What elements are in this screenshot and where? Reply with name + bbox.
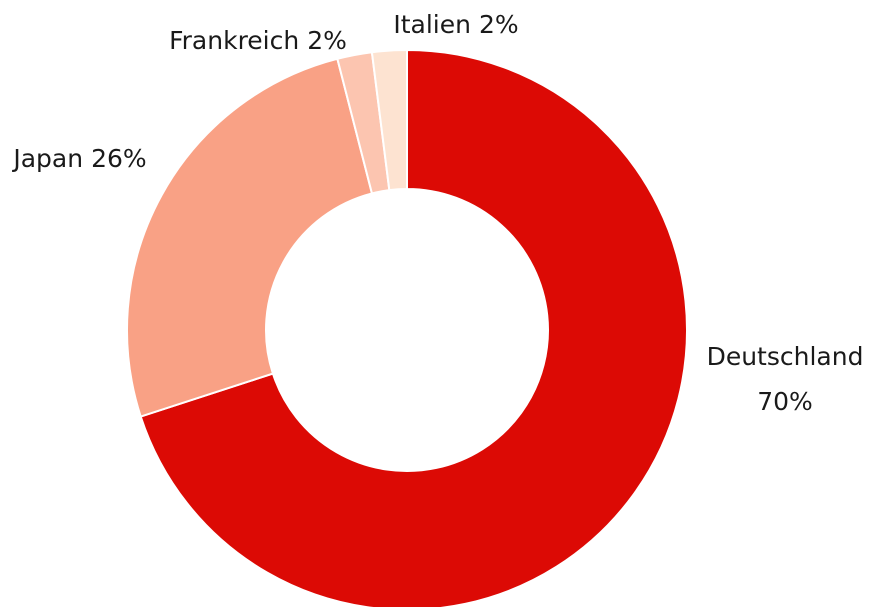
donut-slice — [370, 48, 408, 192]
donut-slice — [139, 48, 688, 607]
slice-value: 2% — [479, 10, 519, 39]
slice-category: Japan — [11, 144, 83, 173]
slice-value: 26% — [91, 144, 147, 173]
slice-category: Deutschland — [707, 342, 864, 371]
slice-value: 70% — [757, 387, 813, 416]
slice-value: 2% — [307, 26, 347, 55]
slice-label: Japan 26% — [11, 144, 146, 173]
slice-label: Italien 2% — [393, 10, 518, 39]
slice-label: Frankreich 2% — [169, 26, 347, 55]
slice-category: Frankreich — [169, 26, 299, 55]
slice-category: Italien — [393, 10, 471, 39]
slice-label: Deutschland 70% — [707, 342, 864, 416]
donut-slice — [126, 57, 374, 418]
